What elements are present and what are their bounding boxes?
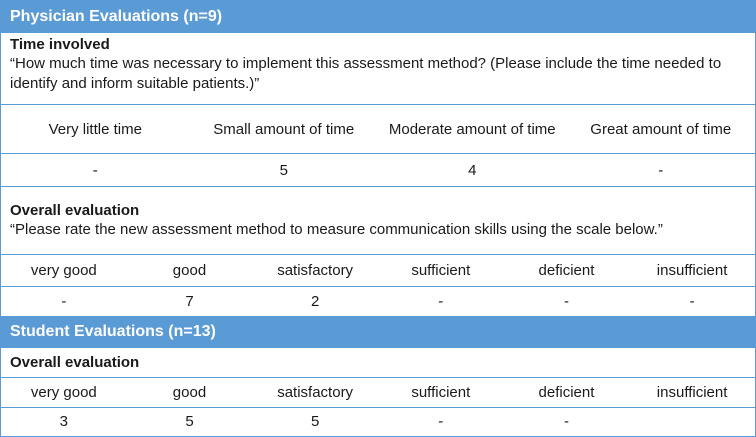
- rating-value-cell: -: [61, 293, 67, 310]
- time-value-cell: 4: [468, 161, 477, 179]
- student-rating-value-row: 3 5 5 - -: [1, 408, 755, 435]
- time-value-cell: -: [92, 161, 98, 179]
- time-header-cell: Moderate amount of time: [388, 120, 556, 138]
- time-involved-heading: Time involved: [10, 36, 110, 53]
- rating-value-cell: 7: [185, 293, 194, 310]
- physician-rating-value-row: - 7 2 - - -: [1, 287, 755, 316]
- rating-header-cell: sufficient: [411, 262, 471, 279]
- time-involved-question: “How much time was necessary to implemen…: [10, 55, 722, 92]
- rating-value-cell: 5: [310, 413, 320, 430]
- rating-header-cell: very good: [30, 262, 97, 279]
- rating-header-cell: very good: [30, 384, 97, 401]
- rating-header-cell: insufficient: [656, 384, 728, 401]
- rating-value-cell: -: [438, 413, 444, 430]
- rating-header-cell: good: [172, 262, 207, 279]
- rating-header-cell: deficient: [538, 262, 595, 279]
- rating-value-cell: -: [438, 293, 444, 310]
- time-header-cell: Small amount of time: [213, 120, 355, 138]
- rating-value-cell: -: [563, 413, 569, 430]
- time-value-cell: 5: [279, 161, 288, 179]
- physician-overall-heading: Overall evaluation: [10, 202, 140, 219]
- student-overall-heading: Overall evaluation: [10, 354, 140, 371]
- physician-rating-header-row: very good good satisfactory sufficient d…: [1, 255, 755, 287]
- rating-header-cell: good: [172, 384, 207, 401]
- rating-value-cell: -: [689, 293, 695, 310]
- rating-header-cell: insufficient: [656, 262, 728, 279]
- rating-header-cell: deficient: [538, 384, 595, 401]
- rating-header-cell: satisfactory: [277, 262, 354, 279]
- rating-value-cell: 2: [310, 293, 320, 310]
- physician-section-title: Physician Evaluations (n=9): [1, 1, 755, 33]
- rating-value-cell: 3: [59, 413, 68, 430]
- rating-value-cell: -: [563, 293, 569, 310]
- time-header-row: Very little time Small amount of time Mo…: [1, 105, 755, 154]
- time-value-row: - 5 4 -: [1, 154, 755, 187]
- student-overall-block: Overall evaluation: [1, 348, 755, 378]
- rating-value-cell: 5: [185, 413, 194, 430]
- physician-overall-block: Overall evaluation “Please rate the new …: [1, 187, 755, 255]
- time-value-cell: -: [658, 161, 664, 179]
- physician-overall-question: “Please rate the new assessment method t…: [10, 221, 663, 238]
- student-section-title: Student Evaluations (n=13): [1, 316, 755, 348]
- time-involved-block: Time involved “How much time was necessa…: [1, 33, 755, 105]
- time-header-cell: Very little time: [48, 120, 142, 138]
- rating-header-cell: satisfactory: [277, 384, 354, 401]
- student-rating-header-row: very good good satisfactory sufficient d…: [1, 378, 755, 408]
- rating-header-cell: sufficient: [411, 384, 471, 401]
- time-header-cell: Great amount of time: [590, 120, 732, 138]
